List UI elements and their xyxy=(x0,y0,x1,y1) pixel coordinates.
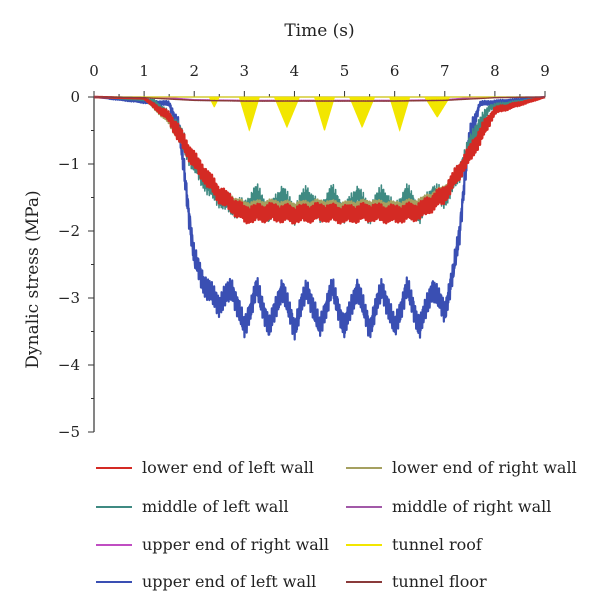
x-tick-label: 3 xyxy=(240,62,250,80)
legend-label: upper end of right wall xyxy=(142,535,329,554)
legend-label: lower end of left wall xyxy=(142,458,314,477)
x-tick-label: 4 xyxy=(290,62,300,80)
legend-label: upper end of left wall xyxy=(142,572,316,591)
x-tick-label: 1 xyxy=(139,62,149,80)
y-tick-label: −1 xyxy=(58,155,80,173)
y-tick-label: −5 xyxy=(58,423,80,441)
y-tick-label: −2 xyxy=(58,222,80,240)
legend: lower end of left wall lower end of right… xyxy=(96,458,577,591)
series-line xyxy=(94,96,545,132)
x-tick-label: 5 xyxy=(340,62,350,80)
series-line xyxy=(93,96,546,102)
y-tick-label: 0 xyxy=(70,88,80,106)
y-tick-label: −3 xyxy=(58,289,80,307)
series-line xyxy=(93,95,546,225)
legend-label: lower end of right wall xyxy=(392,458,577,477)
legend-label: middle of left wall xyxy=(142,497,289,516)
legend-label: middle of right wall xyxy=(392,497,551,516)
x-tick-label: 0 xyxy=(89,62,99,80)
x-tick-label: 2 xyxy=(189,62,199,80)
x-axis-title: Time (s) xyxy=(284,21,354,41)
y-tick-label: −4 xyxy=(58,356,80,374)
y-axis-title: Dynalic stress (MPa) xyxy=(23,190,43,368)
x-tick-label: 6 xyxy=(390,62,400,80)
x-tick-label: 9 xyxy=(540,62,550,80)
legend-label: tunnel floor xyxy=(392,572,487,591)
axes: 0 1 2 3 4 5 6 7 8 9 0 −1 −2 −3 −4 −5 xyxy=(58,62,550,441)
x-tick-label: 7 xyxy=(440,62,450,80)
plot-area xyxy=(93,95,546,341)
legend-label: tunnel roof xyxy=(392,535,483,554)
x-tick-label: 8 xyxy=(490,62,500,80)
